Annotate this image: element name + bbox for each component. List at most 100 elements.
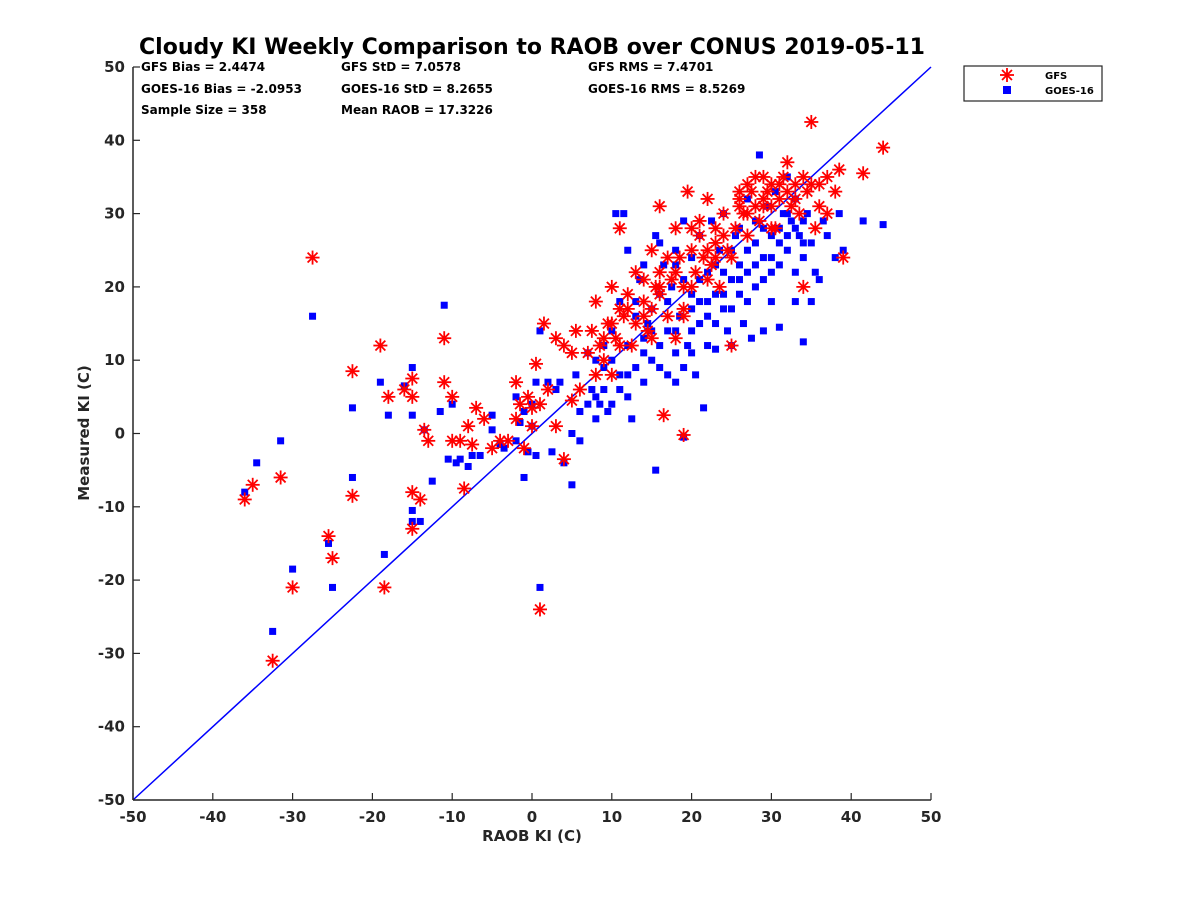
- goes16-point: [688, 290, 696, 298]
- y-tick-label: 20: [104, 278, 125, 296]
- x-tick-label: 10: [601, 808, 622, 826]
- gfs-point: [604, 279, 619, 294]
- goes16-point: [680, 364, 688, 372]
- goes16-point: [735, 261, 743, 269]
- goes16-point: [608, 400, 616, 408]
- gfs-point: [828, 184, 843, 199]
- goes16-point: [688, 327, 696, 335]
- goes16-point: [604, 408, 612, 416]
- goes16-point: [644, 320, 652, 328]
- plot-area: -50 -40 -30 -20 -10 0 10 20 30 40 50 50 40 30 20 10 0 -1…: [98, 58, 942, 826]
- goes16-point: [652, 466, 660, 474]
- goes16-point: [720, 268, 728, 276]
- y-axis-ticks: 50 40 30 20 10 0 -10 -20 -30 -40 -50: [98, 58, 140, 809]
- goes16-point: [568, 481, 576, 489]
- goes16-point: [672, 378, 680, 386]
- goes16-point: [532, 378, 540, 386]
- gfs-point: [564, 393, 579, 408]
- goes16-point: [289, 565, 297, 573]
- y-tick-label: -40: [98, 718, 125, 736]
- gfs-point: [700, 243, 715, 258]
- goes16-point: [640, 261, 648, 269]
- gfs-point: [720, 243, 735, 258]
- goes16-point: [767, 254, 775, 262]
- goes16-point: [819, 217, 827, 225]
- gfs-point: [405, 389, 420, 404]
- x-tick-label: -40: [199, 808, 226, 826]
- goes16-point: [712, 345, 720, 353]
- goes16-point: [712, 290, 720, 298]
- goes16-point: [416, 517, 424, 525]
- goes16-point: [476, 451, 484, 459]
- goes16-point: [640, 349, 648, 357]
- gfs-point: [345, 364, 360, 379]
- x-tick-label: 40: [841, 808, 862, 826]
- goes16-point: [668, 283, 676, 291]
- goes16-point: [656, 239, 664, 247]
- goes16-point: [799, 338, 807, 346]
- gfs-point: [780, 184, 795, 199]
- gfs-point: [644, 331, 659, 346]
- goes16-point: [452, 459, 460, 467]
- goes16-point: [739, 320, 747, 328]
- gfs-point: [624, 338, 639, 353]
- gfs-point: [664, 272, 679, 287]
- y-axis-label: Measured KI (C): [75, 365, 93, 501]
- gfs-point: [509, 375, 524, 390]
- goes16-point: [704, 312, 712, 320]
- gfs-point: [373, 338, 388, 353]
- gfs-point: [413, 492, 428, 507]
- gfs-point: [684, 243, 699, 258]
- gfs-point: [509, 411, 524, 426]
- gfs-point: [676, 309, 691, 324]
- goes16-point: [684, 342, 692, 350]
- gfs-point: [656, 408, 671, 423]
- gfs-point: [245, 477, 260, 492]
- gfs-point: [804, 177, 819, 192]
- goes16-point: [720, 305, 728, 313]
- gfs-point: [876, 140, 891, 155]
- goes16-point: [408, 517, 416, 525]
- gfs-point: [564, 345, 579, 360]
- goes16-point: [648, 356, 656, 364]
- gfs-point: [305, 250, 320, 265]
- gfs-point: [620, 301, 635, 316]
- goes16-point: [696, 320, 704, 328]
- gfs-point: [273, 470, 288, 485]
- goes16-point: [704, 268, 712, 276]
- goes16-point: [743, 298, 751, 306]
- goes16-point: [640, 378, 648, 386]
- goes16-point: [436, 408, 444, 416]
- goes16-point: [544, 378, 552, 386]
- goes16-point: [720, 290, 728, 298]
- goes16-point: [612, 210, 620, 218]
- gfs-point: [728, 221, 743, 236]
- goes16-point: [704, 342, 712, 350]
- gfs-point: [477, 411, 492, 426]
- goes16-point: [791, 268, 799, 276]
- goes16-point: [384, 411, 392, 419]
- gfs-point: [692, 213, 707, 228]
- goes16-point: [632, 312, 640, 320]
- goes16-point: [640, 334, 648, 342]
- gfs-point: [588, 294, 603, 309]
- goes16-point: [552, 386, 560, 394]
- goes16-point: [759, 327, 767, 335]
- gfs-point: [417, 422, 432, 437]
- legend-goes16-marker: [1003, 86, 1011, 94]
- goes16-point: [620, 210, 628, 218]
- goes16-point: [448, 400, 456, 408]
- gfs-point: [548, 419, 563, 434]
- gfs-point: [461, 419, 476, 434]
- goes16-point: [325, 539, 333, 547]
- gfs-point: [604, 367, 619, 382]
- goes16-point: [775, 323, 783, 331]
- gfs-point: [760, 184, 775, 199]
- gfs-point: [764, 221, 779, 236]
- goes16-point: [408, 364, 416, 372]
- gfs-point: [796, 279, 811, 294]
- goes16-point: [348, 404, 356, 412]
- gfs-point: [804, 114, 819, 129]
- goes16-point: [728, 305, 735, 313]
- gfs-point: [572, 382, 587, 397]
